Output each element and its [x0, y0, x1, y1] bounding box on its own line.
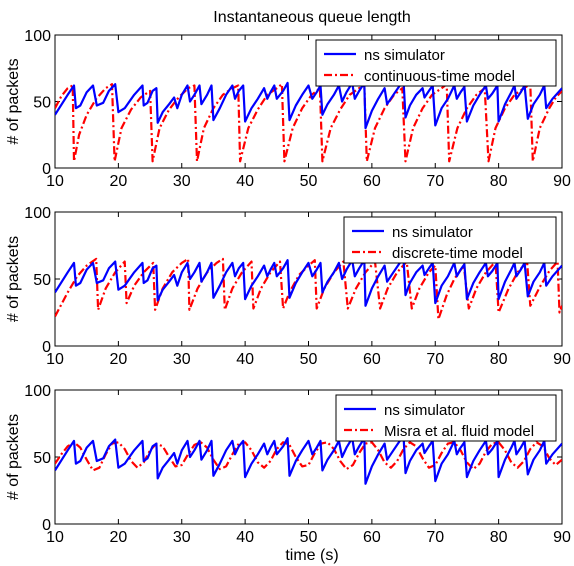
y-tick-label: 0	[42, 517, 51, 534]
x-tick-label: 80	[490, 173, 508, 190]
x-tick-label: 40	[236, 351, 254, 368]
chart-panel-3: 10 20 30 40 50 60 70 80 90 0 50 100# of packets ns s…	[5, 383, 571, 546]
x-tick-label: 80	[490, 351, 508, 368]
y-tick-label: 0	[42, 161, 51, 178]
x-tick-label: 20	[109, 351, 127, 368]
legend: ns simulator discrete-time model	[343, 216, 557, 264]
x-tick-label: 30	[173, 351, 191, 368]
legend-label: ns simulator	[392, 224, 473, 241]
series-line-discrete-time-model	[55, 257, 562, 321]
legend-label: Misra et al. fluid model	[384, 423, 534, 440]
x-axis-label: time (s)	[285, 547, 338, 564]
y-tick-label: 100	[24, 383, 51, 400]
legend-box	[315, 39, 557, 87]
x-tick-label: 80	[490, 529, 508, 546]
legend-label: continuous-time model	[364, 68, 515, 85]
x-tick-label: 50	[300, 351, 318, 368]
legend-label: ns simulator	[364, 47, 445, 64]
chart-panel-1: 10 20 30 40 50 60 70 80 90 0 50 100# of packets ns s…	[5, 28, 571, 190]
y-axis-label: # of packets	[5, 414, 22, 500]
x-tick-label: 10	[46, 173, 64, 190]
legend-box	[335, 394, 557, 442]
x-tick-label: 50	[300, 529, 318, 546]
x-tick-label: 70	[426, 173, 444, 190]
x-tick-label: 20	[109, 173, 127, 190]
series-line-ns-simulator	[55, 435, 562, 485]
chart-panel-2: 10 20 30 40 50 60 70 80 90 0 50 100# of packets ns s…	[5, 205, 571, 368]
x-tick-label: 20	[109, 529, 127, 546]
y-tick-label: 0	[42, 339, 51, 356]
y-axis-label: # of packets	[5, 58, 22, 144]
y-tick-label: 100	[24, 28, 51, 45]
x-tick-label: 70	[426, 529, 444, 546]
x-tick-label: 90	[553, 173, 571, 190]
legend-label: ns simulator	[384, 402, 465, 419]
x-tick-label: 90	[553, 529, 571, 546]
x-tick-label: 30	[173, 529, 191, 546]
x-tick-label: 70	[426, 351, 444, 368]
x-tick-label: 60	[363, 173, 381, 190]
y-axis-label: # of packets	[5, 236, 22, 322]
x-tick-label: 40	[236, 173, 254, 190]
y-tick-label: 50	[33, 272, 51, 289]
series-line-ns-simulator	[55, 80, 562, 130]
legend-box	[343, 216, 557, 264]
x-tick-label: 60	[363, 529, 381, 546]
figure-title: Instantaneous queue length	[213, 9, 411, 26]
y-tick-label: 100	[24, 205, 51, 222]
x-tick-label: 30	[173, 173, 191, 190]
x-tick-label: 90	[553, 351, 571, 368]
y-tick-label: 50	[33, 450, 51, 467]
series-line-ns-simulator	[55, 257, 562, 307]
series-line-continuous-time-model	[55, 83, 562, 163]
legend: ns simulator Misra et al. fluid model	[335, 394, 557, 442]
x-tick-label: 50	[300, 173, 318, 190]
x-tick-label: 40	[236, 529, 254, 546]
x-tick-label: 60	[363, 351, 381, 368]
y-tick-label: 50	[33, 95, 51, 112]
x-tick-label: 10	[46, 529, 64, 546]
x-tick-label: 10	[46, 351, 64, 368]
legend-label: discrete-time model	[392, 245, 523, 262]
legend: ns simulator continuous-time model	[315, 39, 557, 87]
